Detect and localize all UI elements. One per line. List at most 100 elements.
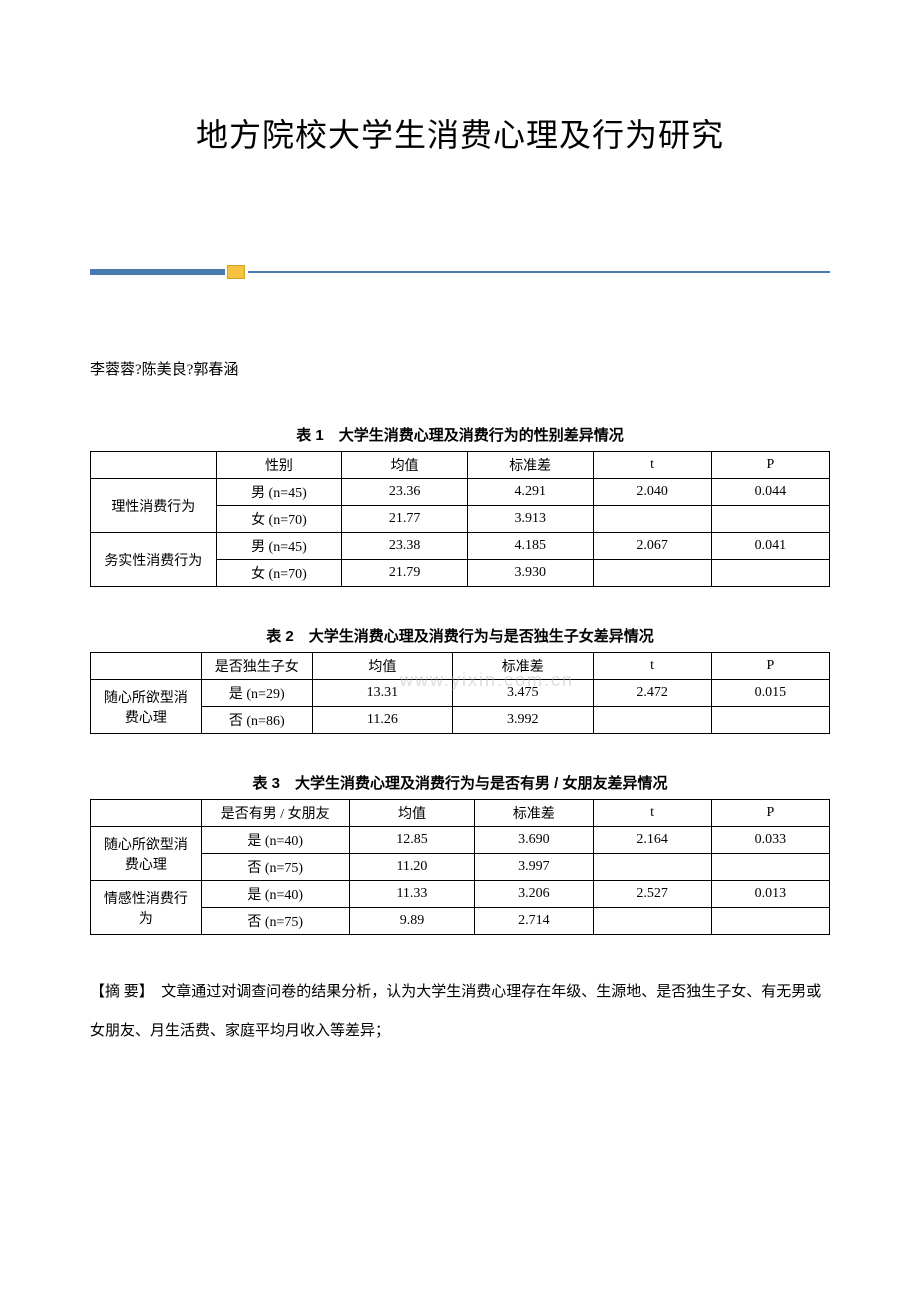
abstract-body: 文章通过对调查问卷的结果分析，认为大学生消费心理存在年级、生源地、是否独生子女、…	[90, 984, 821, 1039]
group-label: 务实性消费行为	[91, 533, 217, 587]
cell: 2.472	[593, 680, 711, 707]
table3-caption: 表 3 大学生消费心理及消费行为与是否有男 / 女朋友差异情况	[90, 772, 830, 793]
cell: 21.77	[342, 506, 468, 533]
cell: 3.690	[475, 827, 593, 854]
header-cell: 标准差	[467, 452, 593, 479]
cell: 男 (n=45)	[216, 533, 342, 560]
cell	[711, 560, 829, 587]
header-cell: 均值	[349, 800, 475, 827]
header-cell: P	[711, 452, 829, 479]
page-title: 地方院校大学生消费心理及行为研究	[90, 110, 830, 156]
cell: 4.185	[467, 533, 593, 560]
header-cell: 性别	[216, 452, 342, 479]
divider-icon	[227, 265, 245, 279]
group-label: 随心所欲型消费心理	[91, 827, 202, 881]
cell: 3.997	[475, 854, 593, 881]
cell: 11.33	[349, 881, 475, 908]
table-row: 否 (n=86) 11.26 3.992	[91, 707, 830, 734]
cell	[711, 707, 829, 734]
cell	[711, 908, 829, 935]
cell: 11.26	[312, 707, 452, 734]
cell: 0.041	[711, 533, 829, 560]
table-row: 务实性消费行为 男 (n=45) 23.38 4.185 2.067 0.041	[91, 533, 830, 560]
header-cell	[91, 800, 202, 827]
cell: 女 (n=70)	[216, 560, 342, 587]
table-row: 是否独生子女 均值 标准差 t P	[91, 653, 830, 680]
cell: 23.36	[342, 479, 468, 506]
group-label: 理性消费行为	[91, 479, 217, 533]
cell: 否 (n=75)	[201, 908, 349, 935]
table3: 是否有男 / 女朋友 均值 标准差 t P 随心所欲型消费心理 是 (n=40)…	[90, 799, 830, 935]
table-row: 性别 均值 标准差 t P	[91, 452, 830, 479]
cell: 0.013	[711, 881, 829, 908]
cell: 0.033	[711, 827, 829, 854]
cell	[711, 854, 829, 881]
table1-caption: 表 1 大学生消费心理及消费行为的性别差异情况	[90, 424, 830, 445]
cell: 男 (n=45)	[216, 479, 342, 506]
cell: 女 (n=70)	[216, 506, 342, 533]
cell: 否 (n=86)	[201, 707, 312, 734]
cell	[593, 854, 711, 881]
table-row: 否 (n=75) 9.89 2.714	[91, 908, 830, 935]
cell	[593, 506, 711, 533]
header-cell	[91, 452, 217, 479]
header-cell: t	[593, 800, 711, 827]
group-label: 随心所欲型消费心理	[91, 680, 202, 734]
cell: 3.206	[475, 881, 593, 908]
cell	[593, 707, 711, 734]
header-cell: t	[593, 452, 711, 479]
header-cell: P	[711, 653, 829, 680]
cell: 2.040	[593, 479, 711, 506]
table-row: 理性消费行为 男 (n=45) 23.36 4.291 2.040 0.044	[91, 479, 830, 506]
header-cell	[91, 653, 202, 680]
abstract-paragraph: 【摘 要】 文章通过对调查问卷的结果分析，认为大学生消费心理存在年级、生源地、是…	[90, 973, 830, 1051]
header-cell: t	[593, 653, 711, 680]
header-cell: 标准差	[475, 800, 593, 827]
header-cell: 是否有男 / 女朋友	[201, 800, 349, 827]
abstract-label: 【摘 要】	[90, 984, 146, 1000]
cell: 0.015	[711, 680, 829, 707]
table1: 性别 均值 标准差 t P 理性消费行为 男 (n=45) 23.36 4.29…	[90, 451, 830, 587]
table-row: 随心所欲型消费心理 是 (n=29) 13.31 3.475 2.472 0.0…	[91, 680, 830, 707]
header-cell: 均值	[312, 653, 452, 680]
cell: 2.714	[475, 908, 593, 935]
cell	[593, 560, 711, 587]
table-row: 随心所欲型消费心理 是 (n=40) 12.85 3.690 2.164 0.0…	[91, 827, 830, 854]
cell: 是 (n=40)	[201, 827, 349, 854]
cell: 是 (n=29)	[201, 680, 312, 707]
cell	[593, 908, 711, 935]
table-row: 情感性消费行为 是 (n=40) 11.33 3.206 2.527 0.013	[91, 881, 830, 908]
cell: 0.044	[711, 479, 829, 506]
divider-bar-left	[90, 269, 225, 275]
header-cell: 是否独生子女	[201, 653, 312, 680]
cell: 3.992	[453, 707, 593, 734]
cell: 23.38	[342, 533, 468, 560]
cell: 9.89	[349, 908, 475, 935]
table2: 是否独生子女 均值 标准差 t P 随心所欲型消费心理 是 (n=29) 13.…	[90, 652, 830, 734]
divider-bar-right	[248, 271, 830, 273]
cell	[711, 506, 829, 533]
cell: 13.31	[312, 680, 452, 707]
header-cell: P	[711, 800, 829, 827]
cell: 11.20	[349, 854, 475, 881]
table-row: 是否有男 / 女朋友 均值 标准差 t P	[91, 800, 830, 827]
header-cell: 均值	[342, 452, 468, 479]
authors-line: 李蓉蓉?陈美良?郭春涵	[90, 358, 830, 379]
cell: 是 (n=40)	[201, 881, 349, 908]
header-cell: 标准差	[453, 653, 593, 680]
cell: 3.930	[467, 560, 593, 587]
group-label: 情感性消费行为	[91, 881, 202, 935]
section-divider	[90, 266, 830, 278]
cell: 3.475	[453, 680, 593, 707]
cell: 2.164	[593, 827, 711, 854]
table-row: 否 (n=75) 11.20 3.997	[91, 854, 830, 881]
cell: 12.85	[349, 827, 475, 854]
cell: 21.79	[342, 560, 468, 587]
cell: 2.527	[593, 881, 711, 908]
cell: 否 (n=75)	[201, 854, 349, 881]
cell: 3.913	[467, 506, 593, 533]
document-page: 地方院校大学生消费心理及行为研究 李蓉蓉?陈美良?郭春涵 表 1 大学生消费心理…	[90, 110, 830, 1051]
cell: 4.291	[467, 479, 593, 506]
cell: 2.067	[593, 533, 711, 560]
table2-caption: 表 2 大学生消费心理及消费行为与是否独生子女差异情况	[90, 625, 830, 646]
